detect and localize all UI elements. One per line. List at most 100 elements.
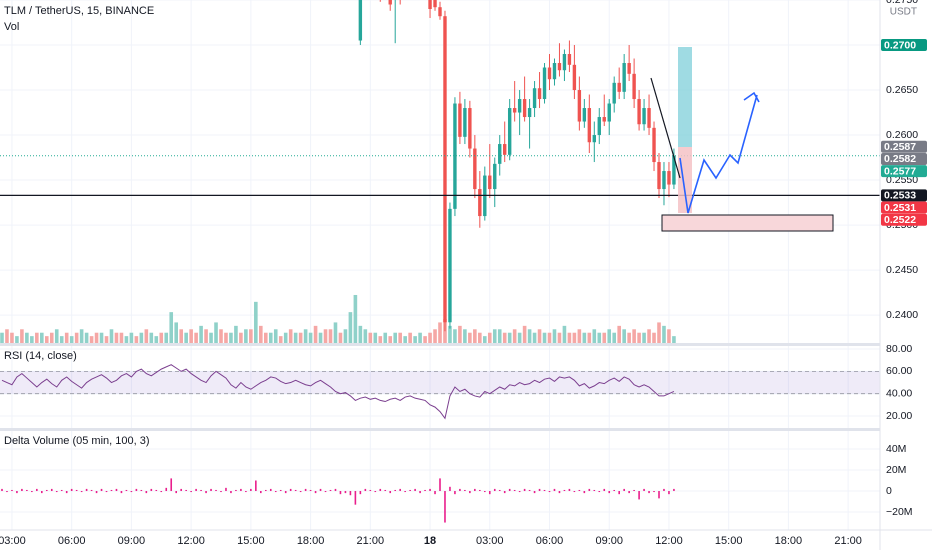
candle-body <box>602 117 606 122</box>
delta-bar <box>483 491 486 493</box>
delta-bar <box>424 489 426 492</box>
candle-body <box>667 171 671 185</box>
delta-bar <box>653 491 655 493</box>
delta-bar <box>523 488 526 492</box>
volume-bar <box>119 332 124 343</box>
delta-bar <box>175 491 177 494</box>
candle-body <box>537 88 542 100</box>
candle-body <box>557 63 562 71</box>
delta-bar <box>648 491 650 494</box>
candle-body <box>662 171 666 190</box>
volume-bar <box>398 332 402 343</box>
volume-bar <box>0 332 4 343</box>
volume-bar <box>144 329 149 343</box>
candle-body <box>507 108 512 155</box>
candle-body <box>592 135 596 143</box>
delta-bar <box>170 478 173 492</box>
volume-bar <box>532 332 537 343</box>
delta-bar <box>95 491 98 494</box>
candle-body <box>478 189 482 217</box>
volume-bar <box>254 301 258 343</box>
delta-bar <box>105 491 108 493</box>
delta-bar <box>339 491 342 495</box>
delta-bar <box>334 488 337 492</box>
delta-bar <box>449 486 451 492</box>
volume-bar <box>273 329 278 343</box>
delta-bar <box>205 491 207 494</box>
delta-bar <box>319 488 322 492</box>
volume-bar <box>25 332 29 343</box>
volume-bar <box>577 329 582 343</box>
candle-body <box>587 108 592 143</box>
candle-body <box>433 0 437 8</box>
delta-bar <box>125 489 128 492</box>
y-tick-label: 80.00 <box>886 343 912 355</box>
volume-bar <box>403 336 407 343</box>
delta-bar <box>225 487 227 492</box>
volume-bar <box>5 329 9 343</box>
delta-bar <box>384 489 387 492</box>
delta-bar <box>36 488 38 492</box>
delta-bar <box>543 489 546 492</box>
delta-bar <box>150 488 153 492</box>
volume-bar <box>458 325 462 343</box>
candle-body <box>672 155 676 185</box>
delta-bar <box>289 488 292 492</box>
volume-bar <box>74 332 79 343</box>
delta-bar <box>140 489 143 492</box>
delta-bar <box>379 488 382 492</box>
delta-bar <box>90 489 93 492</box>
volume-bar <box>149 332 154 343</box>
candle-body <box>582 108 587 122</box>
delta-bar <box>195 488 197 492</box>
pane-title: RSI (14, close) <box>4 350 77 362</box>
volume-bar <box>64 332 69 343</box>
delta-bar <box>324 491 327 493</box>
candle-body <box>443 16 447 323</box>
delta-bar <box>663 488 665 492</box>
volume-bar <box>632 329 636 343</box>
price-label: 0.2531 <box>884 202 916 214</box>
delta-bar <box>31 491 33 493</box>
volume-bar <box>224 332 228 343</box>
y-tick-label: 40.00 <box>886 387 912 399</box>
price-label-box <box>881 189 927 202</box>
grid <box>0 0 880 530</box>
price-label-box <box>881 152 927 165</box>
volume-bar <box>54 329 59 343</box>
volume-bar <box>522 325 527 343</box>
price-label-box <box>881 39 927 52</box>
delta-bar <box>518 491 521 493</box>
candle-body <box>552 63 557 80</box>
delta-bar <box>488 491 491 495</box>
volume-bar <box>169 312 174 343</box>
candle-body <box>388 0 392 5</box>
candle-body <box>522 99 527 118</box>
candle-body <box>632 73 636 100</box>
rsi-pane <box>0 364 880 420</box>
volume-bar <box>288 329 293 343</box>
volume-bar <box>298 332 303 343</box>
volume-bar <box>413 336 417 343</box>
volume-bar <box>293 332 298 343</box>
symbol-title: TLM / TetherUS, 15, BINANCE <box>4 5 154 17</box>
candle-body <box>527 108 532 118</box>
volume-bar <box>607 329 612 343</box>
delta-bar <box>568 488 571 492</box>
delta-bar <box>598 491 601 493</box>
volume-bar <box>139 332 144 343</box>
long-stop-zone <box>678 147 692 213</box>
volume-bar <box>194 332 198 343</box>
forecast-arrowhead <box>743 91 760 103</box>
delta-bar <box>628 491 630 494</box>
volume-bar <box>622 329 626 343</box>
delta-bar <box>299 491 302 493</box>
delta-bar <box>583 491 586 494</box>
candle-body <box>453 103 457 209</box>
volume-bar <box>30 336 34 343</box>
delta-bar <box>354 491 357 505</box>
x-tick-label: 15:00 <box>715 535 743 547</box>
candle-body <box>567 54 572 65</box>
volume-bar <box>278 336 283 343</box>
